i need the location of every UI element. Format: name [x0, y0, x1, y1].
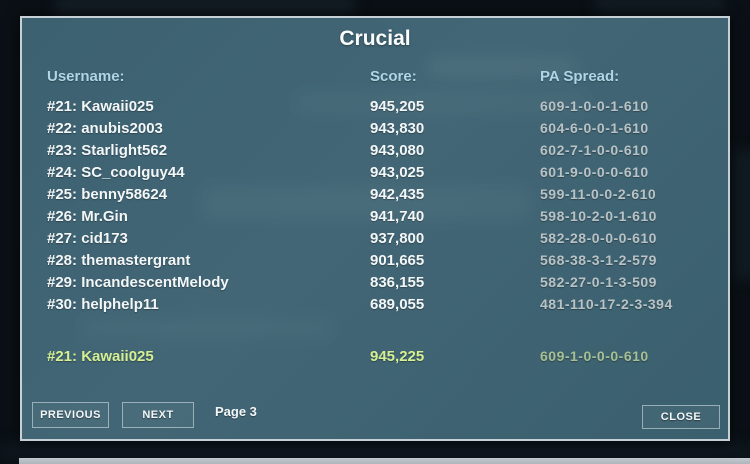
page-indicator: Page 3: [215, 404, 257, 419]
previous-button[interactable]: PREVIOUS: [32, 402, 109, 428]
row-score: 689,055: [370, 296, 425, 313]
table-row: #26: Mr.Gin 941,740 598-10-2-0-1-610: [22, 208, 728, 230]
panel-glow-decoration: [82, 318, 332, 338]
close-button[interactable]: CLOSE: [642, 405, 720, 429]
row-pa-spread: 601-9-0-0-0-610: [540, 164, 649, 180]
leaderboard-title: Crucial: [339, 27, 411, 50]
table-row: #27: cid173 937,800 582-28-0-0-0-610: [22, 230, 728, 252]
row-pa-spread: 609-1-0-0-1-610: [540, 98, 649, 114]
background-blur-shape: [55, 0, 355, 16]
row-score: 901,665: [370, 252, 425, 269]
table-row: #23: Starlight562 943,080 602-7-1-0-0-61…: [22, 142, 728, 164]
player-pa-spread: 609-1-0-0-0-610: [540, 348, 649, 364]
row-score: 836,155: [370, 274, 425, 291]
table-row: #25: benny58624 942,435 599-11-0-0-2-610: [22, 186, 728, 208]
table-row: #21: Kawaii025 945,205 609-1-0-0-1-610: [22, 98, 728, 120]
row-pa-spread: 599-11-0-0-2-610: [540, 186, 657, 202]
table-row: #30: helphelp11 689,055 481-110-17-2-3-3…: [22, 296, 728, 318]
row-score: 943,080: [370, 142, 425, 159]
row-score: 942,435: [370, 186, 425, 203]
row-username: #23: Starlight562: [47, 142, 168, 159]
bottom-edge-bar: [19, 458, 750, 464]
column-headers: Username: Score: PA Spread:: [22, 68, 728, 88]
table-row: #22: anubis2003 943,830 604-6-0-0-1-610: [22, 120, 728, 142]
row-username: #22: anubis2003: [47, 120, 163, 137]
row-pa-spread: 604-6-0-0-1-610: [540, 120, 649, 136]
row-username: #27: cid173: [47, 230, 128, 247]
row-username: #28: themastergrant: [47, 252, 191, 269]
player-row-highlight: #21: Kawaii025 945,225 609-1-0-0-0-610: [22, 348, 728, 370]
row-username: #26: Mr.Gin: [47, 208, 128, 225]
column-header-score: Score:: [370, 68, 417, 85]
player-username: #21: Kawaii025: [47, 348, 154, 365]
row-username: #29: IncandescentMelody: [47, 274, 229, 291]
column-header-pa-spread: PA Spread:: [540, 68, 620, 85]
table-row: #29: IncandescentMelody 836,155 582-27-0…: [22, 274, 728, 296]
row-score: 941,740: [370, 208, 425, 225]
table-row: #24: SC_coolguy44 943,025 601-9-0-0-0-61…: [22, 164, 728, 186]
table-row: #28: themastergrant 901,665 568-38-3-1-2…: [22, 252, 728, 274]
background-blur-shape: [0, 443, 750, 459]
background-blur-shape: [732, 150, 750, 280]
column-header-username: Username:: [47, 68, 125, 85]
row-score: 943,830: [370, 120, 425, 137]
row-score: 945,205: [370, 98, 425, 115]
background-blur-shape: [595, 0, 725, 14]
leaderboard-panel: Crucial Username: Score: PA Spread: #21:…: [20, 16, 730, 441]
row-pa-spread: 582-27-0-1-3-509: [540, 274, 657, 290]
row-pa-spread: 481-110-17-2-3-394: [540, 296, 673, 312]
row-pa-spread: 598-10-2-0-1-610: [540, 208, 657, 224]
player-score: 945,225: [370, 348, 425, 365]
row-username: #21: Kawaii025: [47, 98, 154, 115]
row-username: #25: benny58624: [47, 186, 168, 203]
row-pa-spread: 582-28-0-0-0-610: [540, 230, 657, 246]
row-pa-spread: 602-7-1-0-0-610: [540, 142, 649, 158]
leaderboard-rows: #21: Kawaii025 945,205 609-1-0-0-1-610 #…: [22, 98, 728, 318]
row-username: #30: helphelp11: [47, 296, 159, 313]
row-score: 937,800: [370, 230, 425, 247]
row-score: 943,025: [370, 164, 425, 181]
row-username: #24: SC_coolguy44: [47, 164, 185, 181]
row-pa-spread: 568-38-3-1-2-579: [540, 252, 657, 268]
next-button[interactable]: NEXT: [122, 402, 194, 428]
